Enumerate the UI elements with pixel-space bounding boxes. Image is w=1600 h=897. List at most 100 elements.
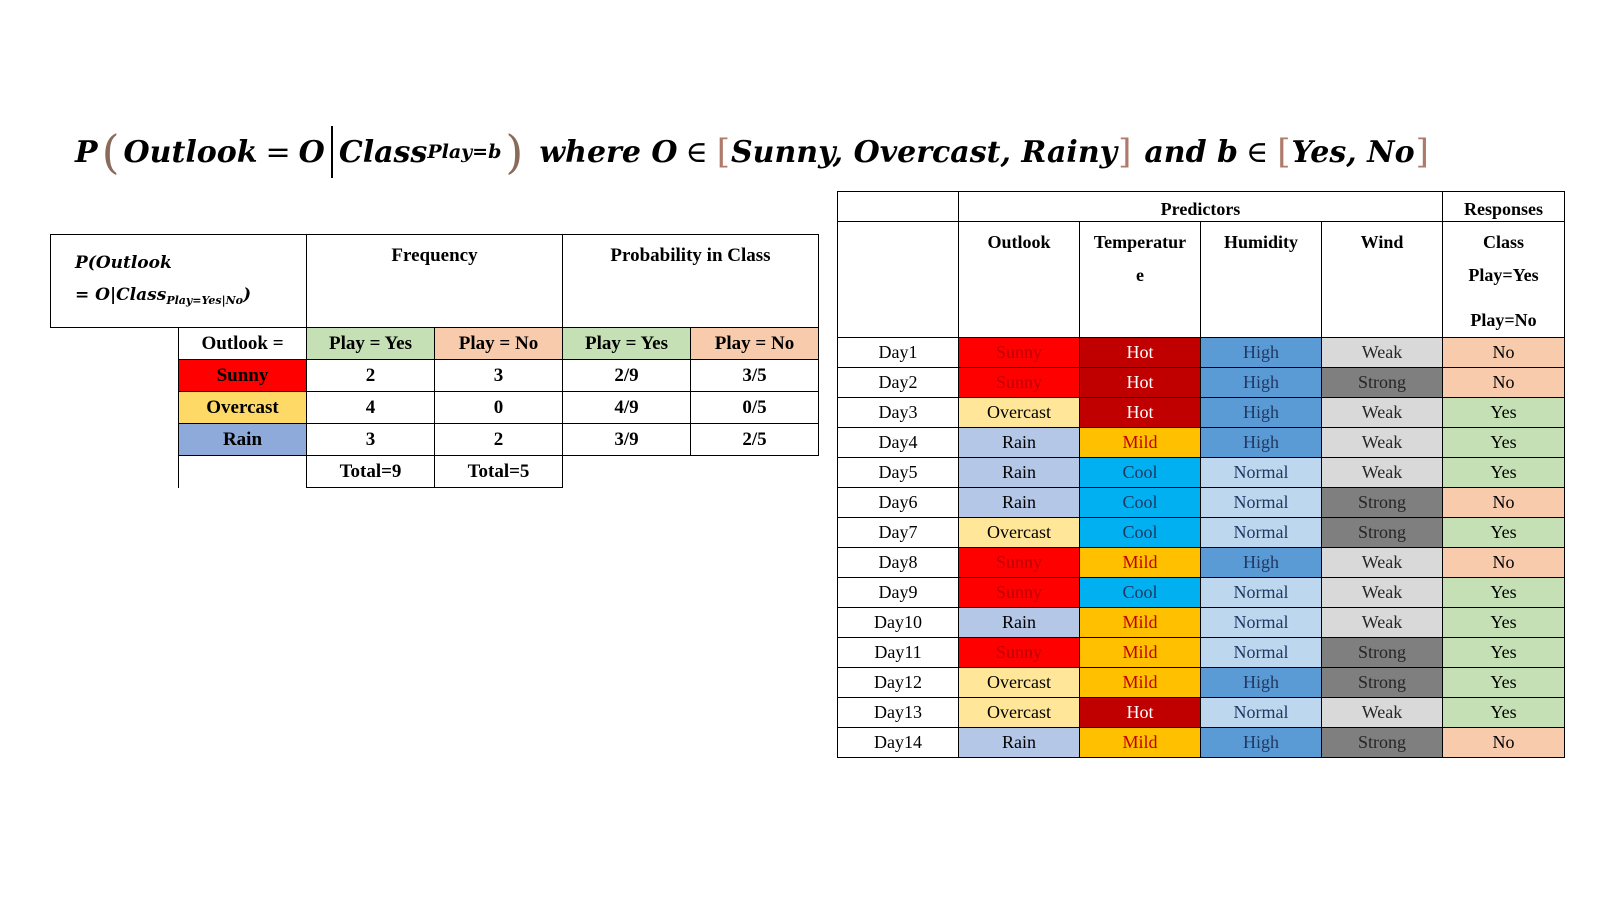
class-cell: Yes [1442, 667, 1565, 698]
formula-class: Class [338, 134, 428, 170]
wind-column-header: Wind [1321, 221, 1443, 338]
humidity-cell: Normal [1200, 577, 1322, 608]
table-row: Day5 Rain Cool Normal Weak Yes [837, 457, 1565, 488]
humidity-cell: High [1200, 667, 1322, 698]
table-row: Overcast 4 0 4/9 0/5 [51, 391, 819, 424]
day-cell: Day4 [837, 427, 959, 458]
class-cell: No [1442, 547, 1565, 578]
temperature-cell: Hot [1079, 367, 1201, 398]
probability-header: Probability in Class [562, 234, 819, 328]
rain-prob-no: 2/5 [690, 423, 819, 456]
responses-header: Responses [1442, 191, 1565, 222]
outlook-cell: Rain [958, 457, 1080, 488]
temperature-header-line1: Temperatur [1093, 232, 1187, 252]
wind-cell: Strong [1321, 517, 1443, 548]
wind-cell: Weak [1321, 547, 1443, 578]
table-row: Day12 Overcast Mild High Strong Yes [837, 667, 1565, 698]
wind-cell: Weak [1321, 697, 1443, 728]
day-cell: Day7 [837, 517, 959, 548]
class-header-line1: Class [1482, 232, 1524, 252]
class-cell: No [1442, 727, 1565, 758]
formula-element-of-2: ∈ [1245, 134, 1269, 170]
temperature-cell: Mild [1079, 727, 1201, 758]
class-cell: No [1442, 367, 1565, 398]
sunny-freq-no: 3 [434, 359, 563, 392]
day-cell: Day14 [837, 727, 959, 758]
rain-freq-no: 2 [434, 423, 563, 456]
day-cell: Day12 [837, 667, 959, 698]
outlook-overcast-label: Overcast [178, 391, 307, 424]
day-cell: Day9 [837, 577, 959, 608]
formula-and-b: and b [1144, 134, 1238, 170]
class-cell: Yes [1442, 457, 1565, 488]
temperature-cell: Mild [1079, 607, 1201, 638]
class-cell: Yes [1442, 577, 1565, 608]
temperature-cell: Mild [1079, 427, 1201, 458]
class-cell: Yes [1442, 637, 1565, 668]
sunny-freq-yes: 2 [306, 359, 435, 392]
formula-set-1: Sunny, Overcast, Rainy [731, 134, 1118, 170]
outlook-cell: Sunny [958, 637, 1080, 668]
humidity-column-header: Humidity [1200, 221, 1322, 338]
wind-cell: Weak [1321, 427, 1443, 458]
wind-cell: Weak [1321, 337, 1443, 368]
table-row: Day1 Sunny Hot High Weak No [837, 337, 1565, 368]
outlook-cell: Rain [958, 727, 1080, 758]
table-row: Day10 Rain Mild Normal Weak Yes [837, 607, 1565, 638]
totals-row: Total=9 Total=5 [51, 455, 819, 488]
class-cell: No [1442, 487, 1565, 518]
humidity-cell: Normal [1200, 487, 1322, 518]
humidity-cell: Normal [1200, 637, 1322, 668]
formula-close-bracket-1: ] [1118, 132, 1132, 172]
frequency-header: Frequency [306, 234, 563, 328]
temperature-cell: Hot [1079, 697, 1201, 728]
temperature-cell: Cool [1079, 457, 1201, 488]
group-header-row: Predictors Responses [837, 191, 1565, 222]
table-row: Rain 3 2 3/9 2/5 [51, 423, 819, 456]
outlook-cell: Overcast [958, 517, 1080, 548]
table-row: Day11 Sunny Mild Normal Strong Yes [837, 637, 1565, 668]
class-cell: Yes [1442, 697, 1565, 728]
conditional-probability-line1: P(Outlook [75, 253, 172, 273]
humidity-cell: High [1200, 397, 1322, 428]
outlook-cell: Sunny [958, 577, 1080, 608]
weather-dataset-table: Predictors Responses Outlook Temperatur … [837, 191, 1565, 758]
column-header-row: Outlook Temperatur e Humidity Wind Class… [837, 221, 1565, 338]
day-cell: Day5 [837, 457, 959, 488]
formula-outlook: Outlook [123, 134, 258, 170]
day-cell: Day8 [837, 547, 959, 578]
rain-prob-yes: 3/9 [562, 423, 691, 456]
wind-cell: Weak [1321, 457, 1443, 488]
formula-given-bar [330, 126, 333, 178]
temperature-cell: Cool [1079, 577, 1201, 608]
wind-cell: Strong [1321, 487, 1443, 518]
outlook-sunny-label: Sunny [178, 359, 307, 392]
formula-set-2: Yes, No [1291, 134, 1415, 170]
wind-cell: Weak [1321, 577, 1443, 608]
conditional-probability-close: ) [242, 285, 252, 305]
formula-p: P [75, 134, 98, 170]
total-yes: Total=9 [306, 455, 435, 488]
wind-cell: Strong [1321, 637, 1443, 668]
outlook-cell: Overcast [958, 667, 1080, 698]
outlook-cell: Overcast [958, 697, 1080, 728]
class-header-line3: Play=No [1470, 310, 1537, 330]
outlook-cell: Rain [958, 427, 1080, 458]
wind-cell: Weak [1321, 397, 1443, 428]
wind-cell: Strong [1321, 667, 1443, 698]
rain-freq-yes: 3 [306, 423, 435, 456]
class-column-header: Class Play=Yes Play=No [1442, 221, 1565, 338]
day-cell: Day6 [837, 487, 959, 518]
outlook-cell: Sunny [958, 367, 1080, 398]
conditional-probability-line2: = O|Class [75, 285, 167, 305]
overcast-freq-no: 0 [434, 391, 563, 424]
predictors-header: Predictors [958, 191, 1443, 222]
temperature-cell: Mild [1079, 637, 1201, 668]
sunny-prob-yes: 2/9 [562, 359, 691, 392]
temperature-header-line2: e [1136, 265, 1144, 285]
temperature-cell: Hot [1079, 337, 1201, 368]
formula-close-paren: ) [505, 125, 524, 179]
day-cell: Day1 [837, 337, 959, 368]
frequency-table-header-row: P(Outlook = O|ClassPlay=Yes|No) Frequenc… [50, 234, 819, 328]
sunny-prob-no: 3/5 [690, 359, 819, 392]
